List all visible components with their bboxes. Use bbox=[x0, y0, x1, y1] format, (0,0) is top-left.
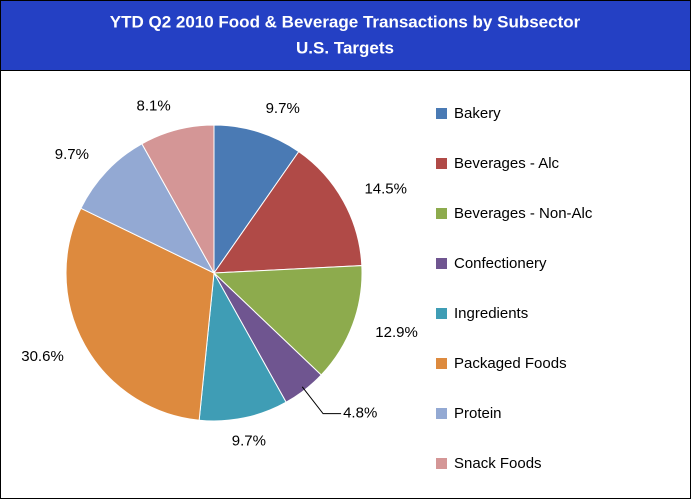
legend-label: Protein bbox=[454, 405, 502, 422]
pie-slice bbox=[80, 143, 216, 275]
legend-swatch bbox=[436, 308, 447, 319]
data-label: 9.7% bbox=[55, 146, 89, 163]
legend-label: Snack Foods bbox=[454, 455, 542, 472]
data-label: 9.7% bbox=[266, 100, 300, 117]
title-banner bbox=[0, 0, 691, 71]
legend-label: Ingredients bbox=[454, 305, 528, 322]
pie-slice bbox=[198, 271, 287, 422]
pie-slice bbox=[65, 207, 215, 421]
legend-label: Packaged Foods bbox=[454, 355, 567, 372]
legend-label: Bakery bbox=[454, 105, 501, 122]
legend-swatch bbox=[436, 358, 447, 369]
pie-slice bbox=[213, 124, 300, 275]
data-label: 4.8% bbox=[343, 405, 377, 422]
legend-swatch bbox=[436, 158, 447, 169]
pie-slice bbox=[141, 124, 215, 275]
data-label: 8.1% bbox=[136, 98, 170, 115]
legend-swatch bbox=[436, 408, 447, 419]
data-label: 12.9% bbox=[375, 324, 418, 341]
data-label: 14.5% bbox=[364, 181, 407, 198]
legend-swatch bbox=[436, 458, 447, 469]
pie-slice bbox=[213, 150, 363, 274]
legend-label: Confectionery bbox=[454, 255, 547, 272]
chart-subtitle: U.S. Targets bbox=[296, 38, 394, 57]
leader-line bbox=[301, 386, 342, 415]
legend-label: Beverages - Non-Alc bbox=[454, 205, 593, 222]
pie-slice bbox=[212, 265, 363, 376]
legend-swatch bbox=[436, 208, 447, 219]
chart-title: YTD Q2 2010 Food & Beverage Transactions… bbox=[110, 12, 581, 31]
legend-swatch bbox=[436, 258, 447, 269]
data-label: 9.7% bbox=[232, 432, 266, 449]
legend-label: Beverages - Alc bbox=[454, 155, 560, 172]
legend-swatch bbox=[436, 108, 447, 119]
data-label: 30.6% bbox=[21, 348, 64, 365]
